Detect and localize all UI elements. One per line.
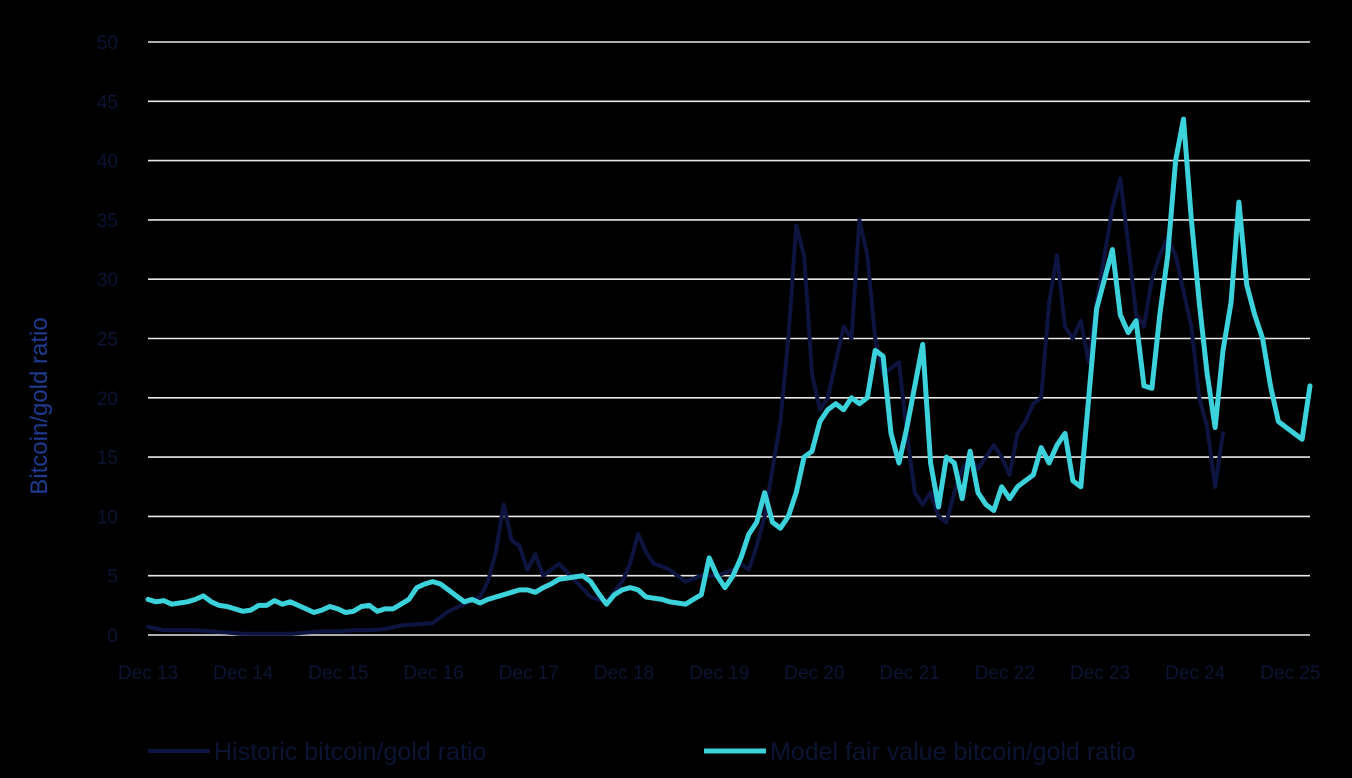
x-tick-label: Dec 25 <box>1260 663 1320 684</box>
y-tick-label: 35 <box>97 211 118 232</box>
x-tick-label: Dec 24 <box>1165 663 1226 684</box>
series-lines <box>145 116 1313 636</box>
x-tick-label: Dec 15 <box>308 663 368 684</box>
x-tick-label: Dec 23 <box>1070 663 1130 684</box>
y-tick-label: 25 <box>97 330 118 351</box>
gridlines <box>148 41 1310 636</box>
x-tick-label: Dec 18 <box>594 663 654 684</box>
x-tick-label: Dec 21 <box>879 663 939 684</box>
x-tick-label: Dec 20 <box>784 663 844 684</box>
x-tick-label: Dec 19 <box>689 663 749 684</box>
y-tick-labels: 0 5 10 15 20 25 30 35 40 45 50 <box>97 33 118 647</box>
y-tick-label: 10 <box>97 507 118 528</box>
y-tick-label: 15 <box>97 448 118 469</box>
x-tick-label: Dec 14 <box>213 663 274 684</box>
y-tick-label: 50 <box>97 33 118 54</box>
x-tick-label: Dec 17 <box>499 663 559 684</box>
y-tick-label: 40 <box>97 152 118 173</box>
y-tick-label: 45 <box>97 92 118 113</box>
legend-label: Historic bitcoin/gold ratio <box>214 738 486 766</box>
series-line-historic <box>146 176 1225 636</box>
y-axis-label: Bitcoin/gold ratio <box>26 317 53 494</box>
x-tick-label: Dec 13 <box>118 663 178 684</box>
y-tick-label: 0 <box>107 626 118 647</box>
x-tick-labels: Dec 13 Dec 14 Dec 15 Dec 16 Dec 17 Dec 18 Dec … <box>118 663 1321 684</box>
x-tick-label: Dec 16 <box>403 663 463 684</box>
legend-label: Model fair value bitcoin/gold ratio <box>770 738 1135 766</box>
y-tick-label: 30 <box>97 270 118 291</box>
x-tick-label: Dec 22 <box>975 663 1035 684</box>
y-tick-label: 20 <box>97 389 118 410</box>
series-line-model <box>145 116 1313 615</box>
y-tick-label: 5 <box>107 567 118 588</box>
legend: Historic bitcoin/gold ratio Model fair va… <box>148 738 1135 766</box>
